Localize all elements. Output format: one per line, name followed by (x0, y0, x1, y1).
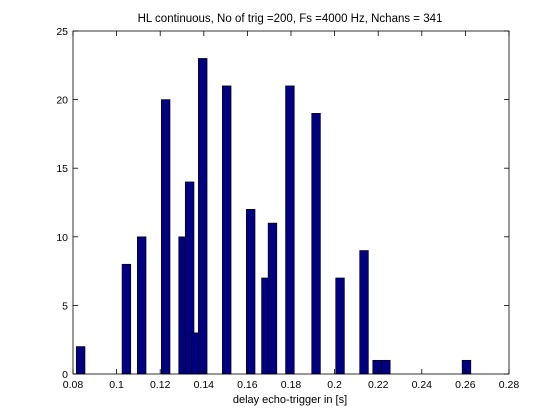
ticks-layer: 0.08 0.1 0.12 0.14 0.16 0.18 0.2 0.22 0.24 0.26 0.… (56, 26, 519, 391)
y-tick-label: 20 (56, 95, 68, 107)
y-tick-label: 0 (62, 369, 68, 381)
x-tick-label: 0.28 (499, 379, 520, 391)
histogram-bar (359, 250, 369, 375)
histogram-bar (285, 85, 295, 375)
y-tick-label: 15 (56, 163, 68, 175)
histogram-bar (222, 85, 232, 375)
histogram-bar (461, 359, 472, 375)
bars-layer (75, 58, 472, 375)
x-tick-label: 0.16 (237, 379, 258, 391)
histogram-bar (75, 346, 86, 375)
x-tick-label: 0.22 (368, 379, 389, 391)
x-tick-label: 0.26 (455, 379, 476, 391)
histogram-bar (267, 222, 278, 375)
x-tick-label: 0.14 (194, 379, 215, 391)
histogram-bar (381, 359, 391, 375)
x-axis-label: delay echo-trigger in [s] (233, 394, 347, 406)
histogram-bar (198, 58, 208, 375)
x-tick-label: 0.1 (109, 379, 124, 391)
histogram-bar (137, 236, 147, 375)
histogram-bar (311, 113, 321, 375)
histogram-bar (121, 263, 132, 375)
x-tick-label: 0.2 (327, 379, 342, 391)
x-tick-label: 0.08 (63, 379, 84, 391)
x-tick-label: 0.18 (281, 379, 302, 391)
histogram-bar (246, 209, 256, 375)
y-tick-label: 25 (56, 26, 68, 38)
y-tick-label: 10 (56, 232, 68, 244)
chart-title: HL continuous, No of trig =200, Fs =4000… (138, 13, 443, 25)
histogram-bar (372, 359, 382, 375)
histogram-bar (160, 99, 171, 375)
x-tick-label: 0.24 (412, 379, 433, 391)
x-tick-label: 0.12 (150, 379, 171, 391)
histogram-bar (335, 277, 345, 375)
y-tick-label: 5 (62, 300, 68, 312)
